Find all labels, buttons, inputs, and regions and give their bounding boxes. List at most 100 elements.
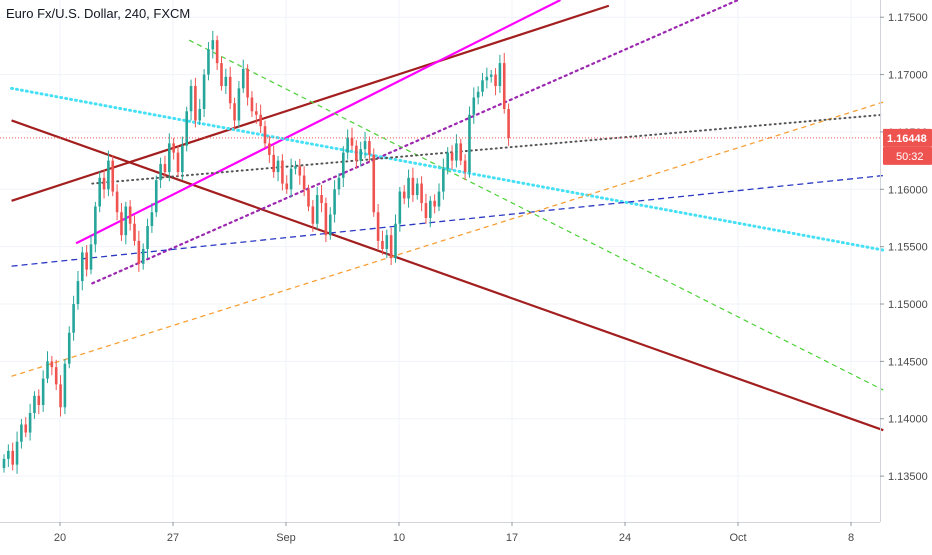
candle[interactable]: [20, 418, 23, 449]
candle[interactable]: [67, 326, 71, 369]
dark-red-upper-channel-line[interactable]: [11, 4, 610, 202]
candle[interactable]: [146, 218, 149, 259]
candle[interactable]: [263, 120, 267, 148]
candle[interactable]: [198, 98, 202, 126]
candle[interactable]: [402, 185, 406, 205]
candle[interactable]: [494, 68, 497, 96]
candle[interactable]: [455, 134, 458, 168]
candle[interactable]: [368, 136, 371, 162]
candle[interactable]: [98, 171, 101, 213]
candle[interactable]: [241, 59, 245, 93]
candle[interactable]: [7, 444, 10, 467]
candle[interactable]: [355, 140, 358, 169]
candle[interactable]: [281, 154, 284, 191]
cyan-dotted-line[interactable]: [10, 86, 885, 252]
candle[interactable]: [150, 203, 154, 233]
candle[interactable]: [372, 148, 376, 217]
candle[interactable]: [415, 178, 419, 200]
candle[interactable]: [337, 173, 341, 196]
candle[interactable]: [285, 175, 289, 194]
candle[interactable]: [168, 133, 171, 182]
candle[interactable]: [298, 159, 302, 185]
candle[interactable]: [85, 245, 88, 277]
candle[interactable]: [476, 86, 480, 105]
candle[interactable]: [15, 431, 19, 474]
candle[interactable]: [407, 169, 410, 208]
candle[interactable]: [163, 155, 167, 178]
candle[interactable]: [389, 227, 393, 266]
candle[interactable]: [311, 200, 315, 232]
candle[interactable]: [94, 201, 97, 253]
candle[interactable]: [233, 97, 236, 130]
candle[interactable]: [315, 186, 319, 230]
candle[interactable]: [363, 131, 367, 159]
candle[interactable]: [350, 127, 354, 151]
candle[interactable]: [172, 137, 175, 160]
candle[interactable]: [429, 196, 432, 228]
candle[interactable]: [342, 146, 345, 188]
candle[interactable]: [128, 200, 132, 231]
green-dashed-line[interactable]: [188, 39, 884, 391]
candle[interactable]: [381, 230, 384, 255]
gray-dotted-line[interactable]: [91, 113, 885, 185]
candle[interactable]: [333, 180, 336, 223]
candle[interactable]: [54, 359, 58, 391]
candle[interactable]: [115, 184, 119, 221]
candle[interactable]: [176, 145, 180, 177]
candle[interactable]: [294, 160, 297, 175]
candle[interactable]: [459, 138, 463, 166]
candle[interactable]: [446, 147, 449, 175]
candle[interactable]: [376, 203, 380, 249]
candle[interactable]: [28, 403, 32, 441]
orange-dashed-line[interactable]: [11, 101, 884, 377]
candle[interactable]: [302, 166, 306, 197]
candle[interactable]: [72, 295, 75, 341]
candle[interactable]: [346, 129, 349, 160]
candle[interactable]: [59, 375, 62, 417]
candle[interactable]: [2, 454, 6, 473]
purple-dotted-line[interactable]: [91, 0, 740, 285]
blue-dashed-line[interactable]: [11, 174, 884, 267]
candle[interactable]: [107, 150, 110, 197]
candle[interactable]: [189, 79, 193, 121]
candle[interactable]: [485, 67, 489, 89]
candle[interactable]: [185, 106, 188, 152]
candle[interactable]: [320, 184, 323, 213]
candle[interactable]: [268, 136, 271, 163]
candle[interactable]: [433, 194, 436, 214]
candle[interactable]: [215, 35, 219, 70]
candle[interactable]: [102, 169, 106, 199]
candle[interactable]: [450, 145, 454, 170]
candle[interactable]: [502, 53, 506, 114]
candle[interactable]: [33, 391, 36, 419]
candle[interactable]: [468, 106, 471, 178]
candle[interactable]: [220, 56, 223, 91]
candle[interactable]: [420, 176, 423, 212]
candle[interactable]: [307, 184, 310, 212]
candle[interactable]: [255, 103, 258, 124]
candle[interactable]: [11, 442, 14, 471]
candle[interactable]: [37, 389, 41, 415]
candle[interactable]: [411, 167, 415, 202]
candle[interactable]: [181, 136, 184, 181]
candle[interactable]: [463, 154, 467, 181]
candle[interactable]: [507, 103, 510, 146]
candle[interactable]: [111, 155, 115, 197]
candle[interactable]: [50, 355, 54, 376]
candle[interactable]: [359, 141, 362, 167]
candle[interactable]: [237, 80, 241, 128]
candle[interactable]: [81, 246, 84, 291]
candle[interactable]: [481, 72, 484, 97]
candle[interactable]: [489, 69, 493, 83]
candle[interactable]: [289, 158, 293, 198]
candle[interactable]: [246, 64, 249, 106]
candle[interactable]: [398, 187, 402, 232]
candle[interactable]: [41, 370, 45, 412]
candle[interactable]: [272, 145, 275, 178]
candle[interactable]: [141, 243, 145, 270]
candle[interactable]: [424, 193, 428, 224]
candle[interactable]: [207, 41, 210, 81]
dark-red-descending-line[interactable]: [11, 119, 884, 432]
